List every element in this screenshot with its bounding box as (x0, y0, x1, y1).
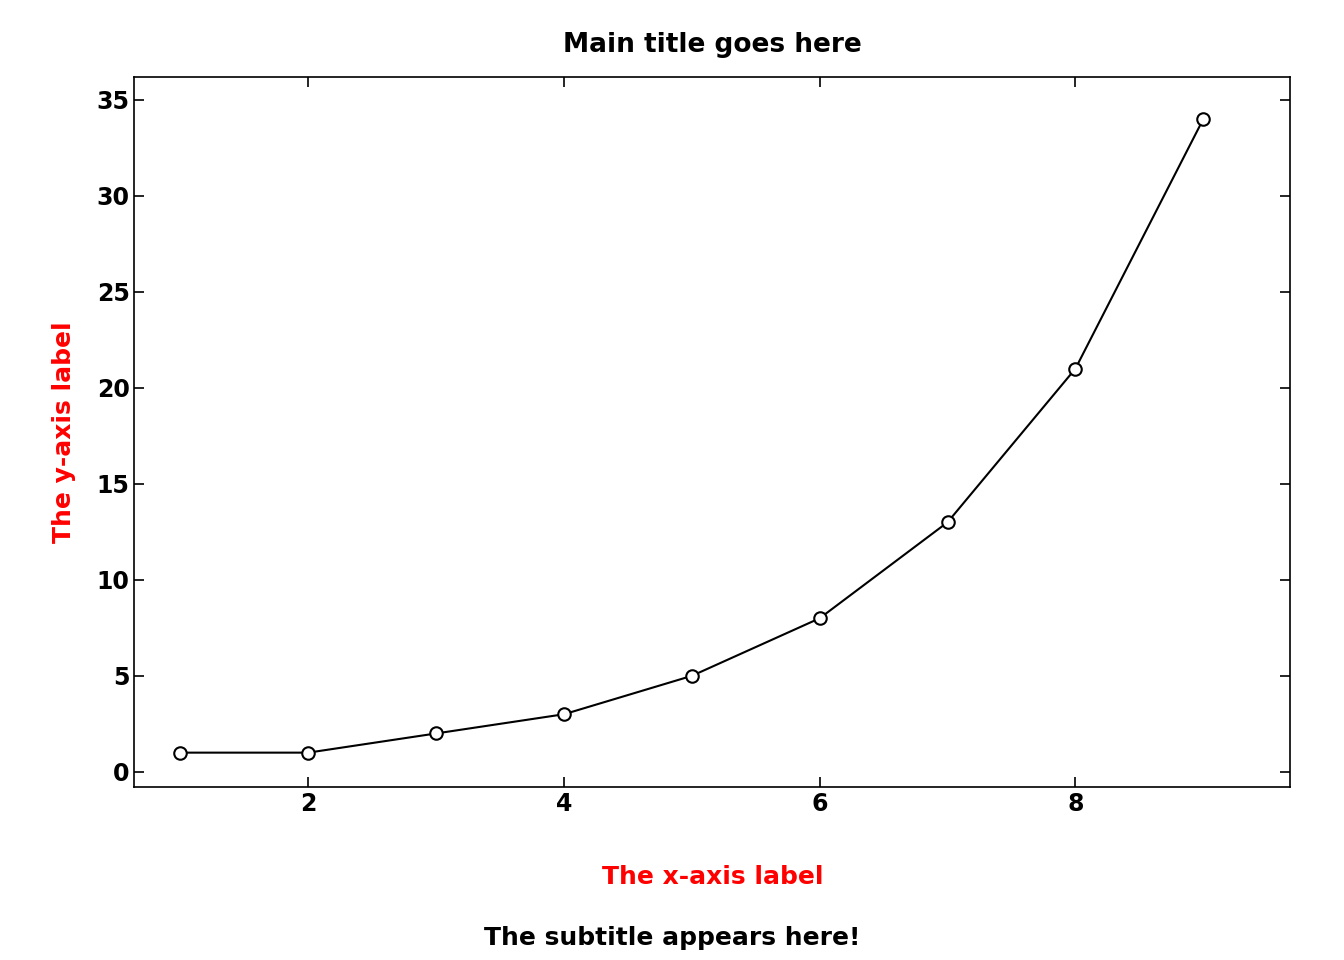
Title: Main title goes here: Main title goes here (563, 32, 862, 58)
Y-axis label: The y-axis label: The y-axis label (51, 322, 75, 542)
Text: The subtitle appears here!: The subtitle appears here! (484, 926, 860, 950)
X-axis label: The x-axis label: The x-axis label (602, 865, 823, 889)
